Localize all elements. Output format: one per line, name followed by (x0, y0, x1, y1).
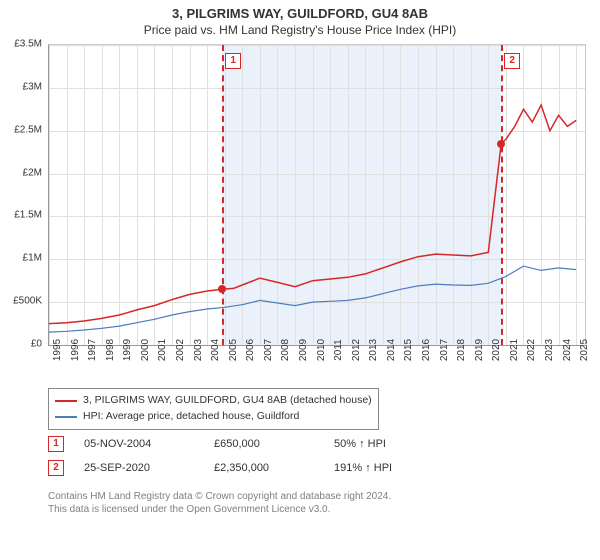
x-tick-label: 2010 (316, 339, 327, 361)
x-tick-label: 2022 (526, 339, 537, 361)
x-tick-label: 2001 (157, 339, 168, 361)
x-tick-label: 2017 (439, 339, 450, 361)
y-tick-label: £500K (0, 296, 42, 307)
y-tick-label: £0 (0, 339, 42, 350)
x-tick-label: 2020 (491, 339, 502, 361)
sale-date: 25-SEP-2020 (84, 462, 194, 474)
sale-record-badge: 1 (48, 436, 64, 452)
sale-marker-badge: 1 (225, 53, 241, 69)
sale-price: £650,000 (214, 438, 314, 450)
x-tick-label: 2007 (263, 339, 274, 361)
plot-area: 12 (48, 44, 586, 346)
legend: 3, PILGRIMS WAY, GUILDFORD, GU4 8AB (det… (48, 388, 379, 430)
x-tick-label: 2002 (175, 339, 186, 361)
x-tick-label: 2023 (544, 339, 555, 361)
x-tick-label: 2024 (562, 339, 573, 361)
x-tick-label: 2014 (386, 339, 397, 361)
x-tick-label: 2006 (245, 339, 256, 361)
x-tick-label: 2015 (403, 339, 414, 361)
sale-marker-line (501, 45, 503, 345)
x-tick-label: 2003 (193, 339, 204, 361)
y-tick-label: £1.5M (0, 210, 42, 221)
x-tick-label: 2005 (228, 339, 239, 361)
legend-swatch (55, 400, 77, 402)
sale-record-row: 1 05-NOV-2004 £650,000 50% ↑ HPI (48, 436, 386, 452)
y-tick-label: £1M (0, 253, 42, 264)
x-tick-label: 1997 (87, 339, 98, 361)
sale-hpi-delta: 50% ↑ HPI (334, 438, 386, 450)
footer-line-1: Contains HM Land Registry data © Crown c… (48, 490, 391, 503)
legend-item: 3, PILGRIMS WAY, GUILDFORD, GU4 8AB (det… (55, 393, 372, 409)
footer-attribution: Contains HM Land Registry data © Crown c… (48, 490, 391, 516)
x-tick-label: 2013 (368, 339, 379, 361)
y-tick-label: £3.5M (0, 39, 42, 50)
x-tick-label: 2009 (298, 339, 309, 361)
legend-label: 3, PILGRIMS WAY, GUILDFORD, GU4 8AB (det… (83, 393, 372, 409)
sale-date: 05-NOV-2004 (84, 438, 194, 450)
x-tick-label: 1995 (52, 339, 63, 361)
sale-hpi-delta: 191% ↑ HPI (334, 462, 392, 474)
sale-price: £2,350,000 (214, 462, 314, 474)
x-tick-label: 2011 (333, 339, 344, 361)
x-tick-label: 2008 (280, 339, 291, 361)
legend-label: HPI: Average price, detached house, Guil… (83, 409, 299, 425)
chart-lines (49, 45, 585, 345)
chart-subtitle: Price paid vs. HM Land Registry's House … (0, 21, 600, 37)
y-tick-label: £2M (0, 167, 42, 178)
x-tick-label: 2025 (579, 339, 590, 361)
legend-swatch (55, 416, 77, 418)
x-tick-label: 2012 (351, 339, 362, 361)
sale-point (218, 285, 226, 293)
x-tick-label: 2019 (474, 339, 485, 361)
line-property (49, 105, 576, 324)
x-tick-label: 1998 (105, 339, 116, 361)
sale-marker-line (222, 45, 224, 345)
x-tick-label: 2000 (140, 339, 151, 361)
sale-point (497, 140, 505, 148)
y-tick-label: £3M (0, 81, 42, 92)
sale-marker-badge: 2 (504, 53, 520, 69)
legend-item: HPI: Average price, detached house, Guil… (55, 409, 372, 425)
sale-record-row: 2 25-SEP-2020 £2,350,000 191% ↑ HPI (48, 460, 392, 476)
x-tick-label: 1996 (70, 339, 81, 361)
x-tick-label: 2018 (456, 339, 467, 361)
chart-title: 3, PILGRIMS WAY, GUILDFORD, GU4 8AB (0, 0, 600, 21)
x-tick-label: 2021 (509, 339, 520, 361)
x-tick-label: 2004 (210, 339, 221, 361)
line-hpi (49, 266, 576, 332)
x-tick-label: 1999 (122, 339, 133, 361)
chart-container: 3, PILGRIMS WAY, GUILDFORD, GU4 8AB Pric… (0, 0, 600, 560)
y-tick-label: £2.5M (0, 124, 42, 135)
footer-line-2: This data is licensed under the Open Gov… (48, 503, 391, 516)
x-tick-label: 2016 (421, 339, 432, 361)
sale-record-badge: 2 (48, 460, 64, 476)
